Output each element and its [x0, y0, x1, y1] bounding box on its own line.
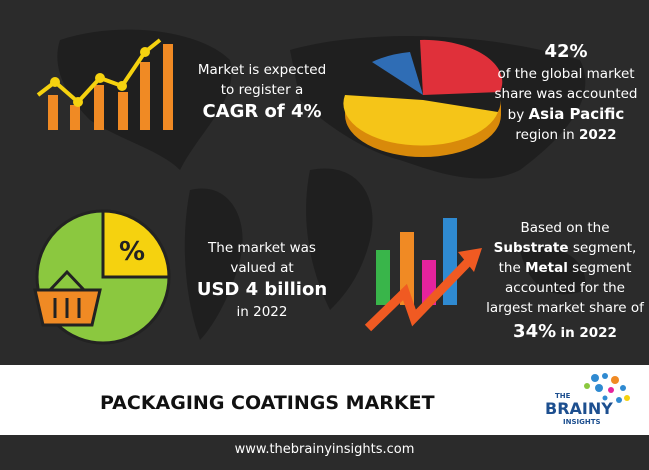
logo: THE BRAINY INSIGHTS	[545, 373, 630, 426]
percent-symbol: %	[119, 237, 145, 267]
footer-url: www.thebrainyinsights.com	[234, 442, 415, 457]
year: 2022	[579, 127, 617, 143]
leader: Metal	[525, 260, 568, 276]
page-title: PACKAGING COATINGS MARKET	[100, 392, 435, 414]
text-line: 34% in 2022	[480, 320, 649, 344]
title-band: THE BRAINY INSIGHTS	[0, 365, 649, 435]
highlight: USD 4 billion	[196, 279, 328, 300]
logo-bottom: INSIGHTS	[563, 418, 601, 426]
text-line: valued at	[230, 260, 294, 276]
year: in 2022	[560, 325, 617, 341]
segment-block: Based on the Substrate segment, the Meta…	[480, 218, 649, 344]
text-line: by Asia Pacific	[486, 104, 646, 125]
text-line: to register a	[220, 82, 304, 98]
text-line: accounted for the	[505, 280, 625, 296]
text-line: The market was	[208, 240, 316, 256]
highlight: 42%	[544, 41, 588, 62]
text-line: Substrate segment,	[480, 238, 649, 258]
percent-pie-icon: %	[33, 209, 171, 345]
logo-main: BRAINY	[545, 399, 613, 418]
text: segment	[572, 260, 632, 276]
logo-dots	[584, 373, 630, 403]
share-block: 42% of the global market share was accou…	[486, 40, 646, 145]
text: region in	[515, 127, 575, 143]
bars-arrow-icon	[364, 218, 482, 332]
pie-3d-icon	[343, 39, 503, 157]
growth-chart-icon	[36, 38, 173, 130]
text-line: largest market share of	[486, 300, 644, 316]
valuation-block: The market was valued at USD 4 billion i…	[192, 238, 332, 322]
artwork: %	[33, 29, 586, 345]
logo-top: THE	[555, 392, 571, 400]
cagr-block: Market is expected to register a CAGR of…	[192, 60, 332, 124]
text-line: the Metal segment	[480, 258, 649, 278]
text: segment,	[572, 240, 637, 256]
region: Asia Pacific	[528, 105, 625, 123]
text-line: Based on the	[520, 220, 610, 236]
text-line: of the global market	[497, 66, 635, 82]
text-line: share was accounted	[494, 86, 638, 102]
highlight: CAGR of 4%	[202, 101, 322, 122]
text: the	[498, 260, 521, 276]
text-line: Market is expected	[197, 62, 327, 78]
segment-type: Substrate	[493, 240, 569, 256]
text: by	[507, 107, 525, 123]
text-line: region in 2022	[486, 125, 646, 145]
highlight: 34%	[513, 321, 557, 342]
world-map	[57, 29, 586, 340]
text-line: in 2022	[236, 304, 288, 320]
